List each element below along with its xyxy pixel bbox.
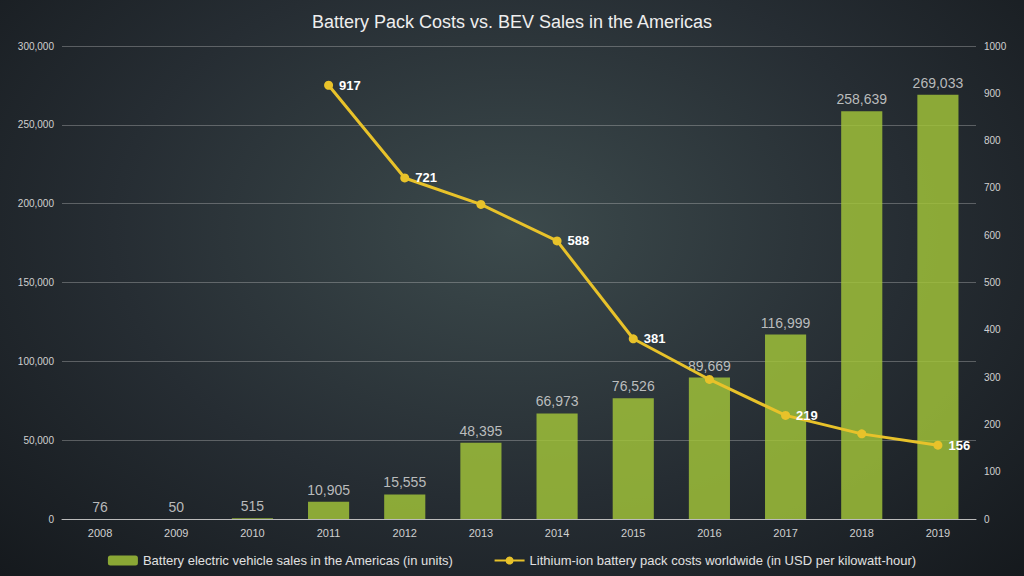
svg-text:300: 300 bbox=[984, 372, 1001, 383]
svg-text:15,555: 15,555 bbox=[383, 474, 426, 490]
svg-text:1000: 1000 bbox=[984, 41, 1007, 52]
svg-text:588: 588 bbox=[568, 233, 590, 248]
svg-text:2010: 2010 bbox=[240, 527, 264, 539]
svg-text:Lithium-ion battery pack costs: Lithium-ion battery pack costs worldwide… bbox=[530, 553, 917, 568]
svg-text:219: 219 bbox=[796, 408, 818, 423]
svg-text:200,000: 200,000 bbox=[18, 198, 55, 209]
svg-text:721: 721 bbox=[415, 170, 437, 185]
svg-text:2019: 2019 bbox=[926, 527, 950, 539]
svg-text:515: 515 bbox=[241, 498, 265, 514]
svg-text:700: 700 bbox=[984, 182, 1001, 193]
svg-text:2014: 2014 bbox=[545, 527, 569, 539]
svg-text:0: 0 bbox=[984, 514, 990, 525]
svg-text:0: 0 bbox=[48, 514, 54, 525]
svg-text:500: 500 bbox=[984, 277, 1001, 288]
svg-text:2009: 2009 bbox=[164, 527, 188, 539]
svg-text:381: 381 bbox=[644, 331, 666, 346]
svg-text:269,033: 269,033 bbox=[913, 75, 964, 91]
svg-text:76,526: 76,526 bbox=[612, 378, 655, 394]
svg-text:48,395: 48,395 bbox=[460, 423, 503, 439]
svg-text:2018: 2018 bbox=[850, 527, 874, 539]
svg-text:50,000: 50,000 bbox=[23, 435, 54, 446]
svg-text:Battery Pack Costs vs. BEV Sal: Battery Pack Costs vs. BEV Sales in the … bbox=[312, 12, 712, 32]
svg-text:66,973: 66,973 bbox=[536, 393, 579, 409]
svg-text:2008: 2008 bbox=[88, 527, 112, 539]
svg-text:2015: 2015 bbox=[621, 527, 645, 539]
svg-text:800: 800 bbox=[984, 135, 1001, 146]
svg-text:100: 100 bbox=[984, 466, 1001, 477]
svg-text:89,669: 89,669 bbox=[688, 357, 731, 374]
svg-text:2017: 2017 bbox=[773, 527, 797, 539]
svg-text:2016: 2016 bbox=[697, 527, 721, 539]
svg-text:2012: 2012 bbox=[393, 527, 417, 539]
svg-text:150,000: 150,000 bbox=[18, 277, 55, 288]
svg-text:900: 900 bbox=[984, 88, 1001, 99]
svg-text:250,000: 250,000 bbox=[18, 119, 55, 130]
svg-text:258,639: 258,639 bbox=[836, 91, 887, 107]
svg-text:Battery electric vehicle sales: Battery electric vehicle sales in the Am… bbox=[143, 553, 453, 568]
svg-text:300,000: 300,000 bbox=[18, 41, 55, 52]
svg-text:156: 156 bbox=[948, 438, 970, 453]
svg-text:76: 76 bbox=[92, 499, 108, 515]
svg-text:600: 600 bbox=[984, 230, 1001, 241]
svg-text:116,999: 116,999 bbox=[761, 315, 811, 331]
svg-text:200: 200 bbox=[984, 419, 1001, 430]
svg-text:2011: 2011 bbox=[317, 527, 341, 539]
svg-text:100,000: 100,000 bbox=[18, 356, 55, 367]
svg-text:10,905: 10,905 bbox=[307, 482, 350, 498]
svg-text:400: 400 bbox=[984, 324, 1001, 335]
svg-text:2013: 2013 bbox=[469, 527, 493, 539]
svg-text:917: 917 bbox=[339, 78, 361, 93]
svg-text:50: 50 bbox=[168, 499, 184, 515]
